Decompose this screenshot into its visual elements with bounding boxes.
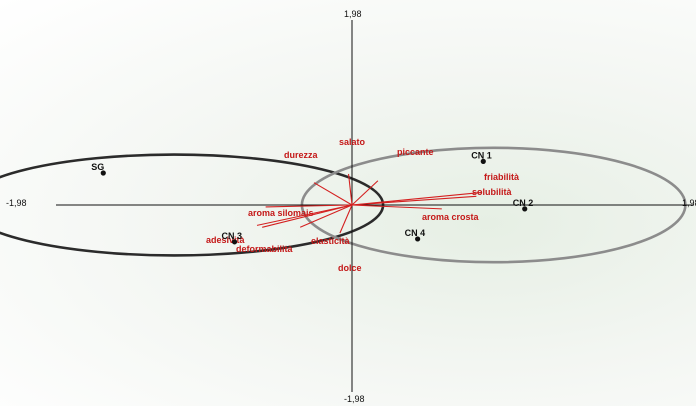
point-cn-1 [480,158,486,164]
vector-solubilita [351,195,477,206]
vector-piccante [351,180,379,206]
point-cn-2 [522,206,528,212]
vector-aroma-crosta [351,204,442,210]
vector-friabilita [351,191,482,206]
vector-label-elasticita: elasticità [311,236,351,246]
point-label-sg: SG [91,162,104,172]
vector-label-dolce: dolce [338,263,362,273]
vector-label-friabilita: friabilità [484,172,520,182]
vector-aroma-silomais [265,204,353,208]
observation-points: SG CN 1 CN 2 CN 3 CN 4 [91,150,534,245]
point-label-cn-1: CN 1 [471,150,492,160]
point-label-cn-2: CN 2 [513,198,534,208]
vector-label-aroma-crosta: aroma crosta [422,212,480,222]
vector-durezza [313,182,353,206]
point-label-cn-3: CN 3 [222,231,243,241]
vector-label-solubilita: solubilità [472,187,512,197]
vector-elasticita [299,204,353,228]
y-axis-min-label: -1,98 [344,394,365,404]
vector-label-aroma-silomais: aroma silomais [248,208,314,218]
point-sg [100,170,106,176]
vector-label-piccante: piccante [397,147,434,157]
y-axis-max-label: 1,98 [344,9,362,19]
vector-dolce [339,204,353,234]
vector-deformabilita [262,204,353,228]
x-axis-max-label: 1,98 [682,198,696,208]
variable-vectors: salato piccante durezza friabilità solubilit… [206,137,520,273]
vector-label-adesivita: adesività [206,235,246,245]
point-label-cn-4: CN 4 [405,228,426,238]
vector-label-deformabilita: deformabilità [236,244,294,254]
vector-label-salato: salato [339,137,366,147]
point-cn-3 [231,239,238,245]
x-axis-min-label: -1,98 [6,198,27,208]
vector-salato [347,173,353,206]
point-cn-4 [415,236,421,242]
vector-label-durezza: durezza [284,150,319,160]
